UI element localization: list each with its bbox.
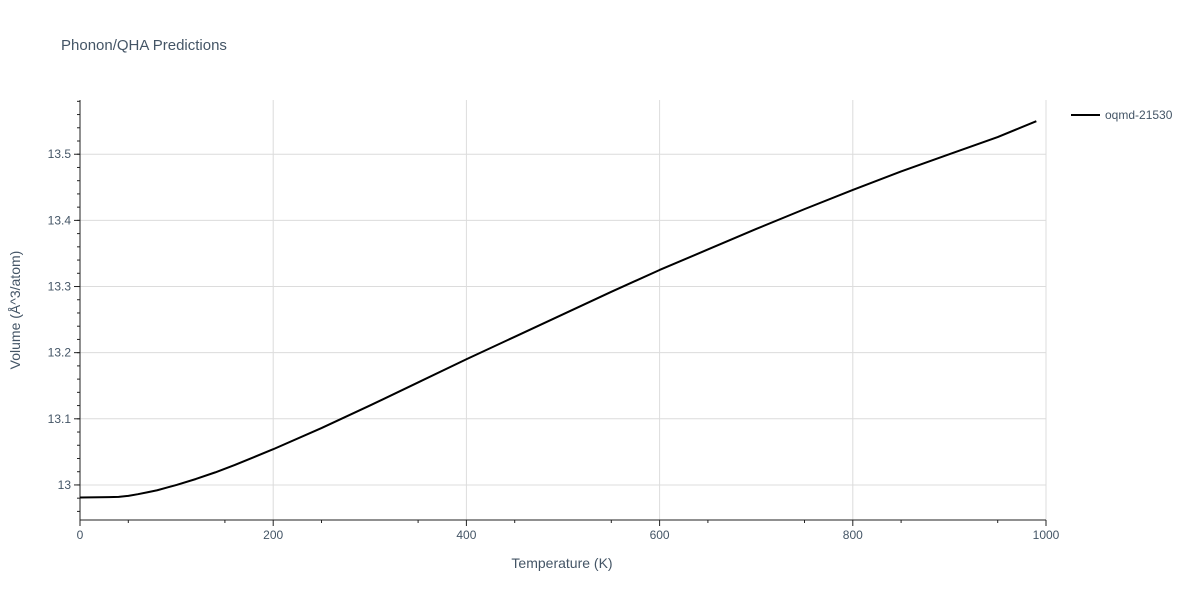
axes: 0 200 400 600 800 1000 13 13.1 13.2 13.3 13.4 13.5 bbox=[48, 100, 1060, 542]
x-tick-label: 800 bbox=[843, 528, 863, 542]
legend-label: oqmd-21530 bbox=[1105, 108, 1173, 122]
y-tick-label: 13.1 bbox=[48, 412, 72, 426]
x-tick-label: 200 bbox=[263, 528, 283, 542]
x-tick-label: 600 bbox=[650, 528, 670, 542]
y-tick-label: 13.4 bbox=[48, 213, 72, 227]
y-tick-label: 13.3 bbox=[48, 280, 72, 294]
x-tick-label: 1000 bbox=[1033, 528, 1060, 542]
series-layer bbox=[79, 120, 1037, 499]
y-tick-label: 13.2 bbox=[48, 346, 72, 360]
legend: oqmd-21530 bbox=[1071, 108, 1173, 122]
grid bbox=[80, 100, 1047, 520]
x-tick-label: 400 bbox=[456, 528, 476, 542]
x-tick-label: 0 bbox=[77, 528, 84, 542]
chart-title: Phonon/QHA Predictions bbox=[61, 37, 227, 54]
series-line-0 bbox=[79, 120, 1037, 499]
y-tick-label: 13.5 bbox=[48, 147, 72, 161]
y-axis-title: Volume (Å^3/atom) bbox=[7, 251, 23, 370]
x-axis-title: Temperature (K) bbox=[511, 555, 612, 571]
y-tick-label: 13 bbox=[58, 478, 72, 492]
